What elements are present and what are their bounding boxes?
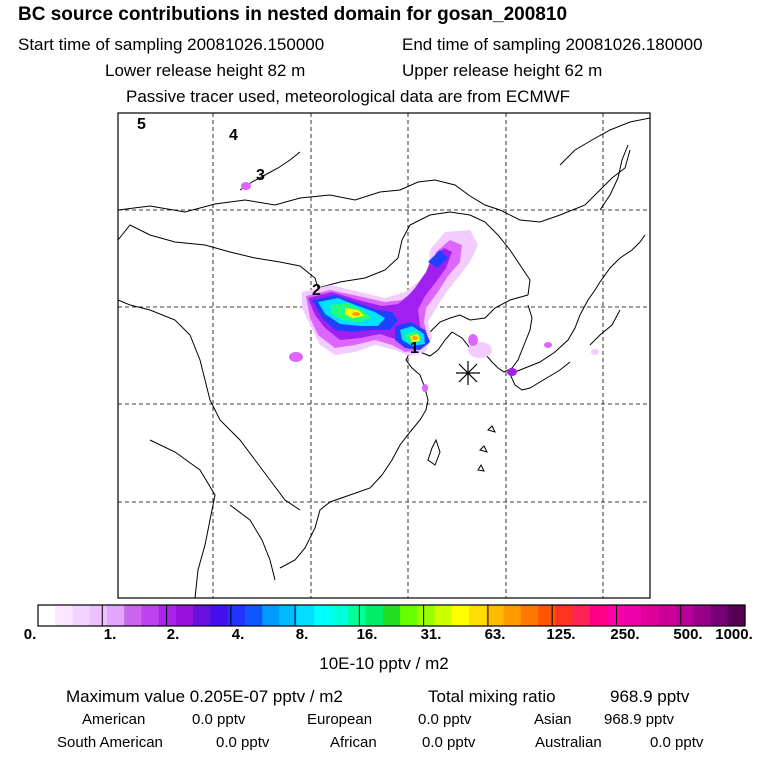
marker-1: 1 <box>410 340 419 357</box>
concentration-plume <box>241 182 599 392</box>
colorbar-swatch <box>434 605 453 626</box>
colorbar-swatch <box>89 605 108 626</box>
colorbar-swatch <box>313 605 332 626</box>
australian-label: Australian <box>535 734 602 751</box>
asian-label: Asian <box>534 711 572 728</box>
australian-value: 0.0 pptv <box>650 734 704 751</box>
colorbar-swatch <box>124 605 143 626</box>
coastline-borders <box>118 117 650 598</box>
colorbar-swatch <box>676 605 694 626</box>
start-time-label: Start time of sampling 20081026.150000 <box>18 35 325 54</box>
colorbar-swatch <box>331 605 349 626</box>
european-label: European <box>307 711 373 728</box>
upper-release-label: Upper release height 62 m <box>402 61 603 80</box>
colorbar-swatch <box>262 605 281 626</box>
european-value: 0.0 pptv <box>418 711 472 728</box>
colorbar-tick-63: 63. <box>484 626 506 643</box>
marker-2: 2 <box>312 282 321 299</box>
american-value: 0.0 pptv <box>192 711 246 728</box>
south-american-value: 0.0 pptv <box>216 734 270 751</box>
colorbar-swatch <box>382 605 401 626</box>
colorbar-swatch <box>38 605 56 626</box>
african-value: 0.0 pptv <box>422 734 476 751</box>
colorbar-tick-2: 2. <box>166 626 180 643</box>
colorbar-tick-1000: 1000. <box>715 626 753 643</box>
south-american-label: South American <box>57 734 163 751</box>
colorbar-dividers <box>101 605 682 626</box>
lower-release-label: Lower release height 82 m <box>105 61 306 80</box>
colorbar-swatch <box>244 605 263 626</box>
colorbar-swatch <box>503 605 522 626</box>
total-mixing-label: Total mixing ratio <box>428 687 556 706</box>
marker-4: 4 <box>229 127 238 144</box>
colorbar-swatch <box>417 605 436 626</box>
tracer-note: Passive tracer used, meteorological data… <box>126 87 571 106</box>
colorbar-swatch <box>55 605 74 626</box>
colorbar-swatch <box>279 605 298 626</box>
colorbar-tick-4: 4. <box>231 626 245 643</box>
colorbar-swatch <box>348 605 367 626</box>
colorbar-swatch <box>658 605 677 626</box>
colorbar-swatch <box>469 605 487 626</box>
colorbar-swatch <box>296 605 315 626</box>
marker-5: 5 <box>137 116 146 133</box>
colorbar-tick-8: 8. <box>295 626 309 643</box>
colorbar-swatch <box>693 605 712 626</box>
colorbar-swatch <box>400 605 418 626</box>
colorbar-tick-125: 125. <box>546 626 576 643</box>
marker-3: 3 <box>256 167 265 184</box>
african-label: African <box>330 734 377 751</box>
colorbar-swatch <box>193 605 212 626</box>
colorbar-tick-1: 1. <box>103 626 117 643</box>
colorbar-swatch <box>106 605 125 626</box>
colorbar-swatch <box>451 605 470 626</box>
colorbar <box>38 605 746 626</box>
colorbar-swatch <box>624 605 643 626</box>
colorbar-units: 10E-10 pptv / m2 <box>319 654 449 673</box>
colorbar-swatch <box>141 605 160 626</box>
colorbar-swatch <box>175 605 194 626</box>
colorbar-frame <box>37 604 746 627</box>
colorbar-tick-16: 16. <box>356 626 378 643</box>
colorbar-swatch <box>227 605 246 626</box>
end-time-label: End time of sampling 20081026.180000 <box>402 35 703 54</box>
colorbar-swatch <box>727 605 746 626</box>
total-mixing-value: 968.9 pptv <box>610 687 690 706</box>
colorbar-swatch <box>486 605 505 626</box>
colorbar-swatch <box>365 605 384 626</box>
map-area: 5 4 3 2 1 <box>118 113 650 598</box>
colorbar-swatch <box>158 605 177 626</box>
colorbar-swatch <box>520 605 539 626</box>
colorbar-swatch <box>72 605 91 626</box>
asian-value: 968.9 pptv <box>604 711 675 728</box>
max-value-label: Maximum value 0.205E-07 pptv / m2 <box>66 687 343 706</box>
map-frame <box>117 112 651 599</box>
colorbar-swatch <box>210 605 229 626</box>
colorbar-tick-500: 500. <box>673 626 703 643</box>
asterisk-star-icon <box>456 361 480 385</box>
colorbar-tick-0: 0. <box>23 626 37 643</box>
plot-title: BC source contributions in nested domain… <box>18 4 568 25</box>
american-label: American <box>82 711 146 728</box>
colorbar-tick-250: 250. <box>610 626 640 643</box>
colorbar-swatch <box>555 605 574 626</box>
colorbar-swatch <box>589 605 608 626</box>
colorbar-swatch <box>538 605 556 626</box>
colorbar-tick-31: 31. <box>420 626 442 643</box>
colorbar-swatch <box>710 605 729 626</box>
colorbar-swatch <box>641 605 660 626</box>
colorbar-swatch <box>572 605 591 626</box>
